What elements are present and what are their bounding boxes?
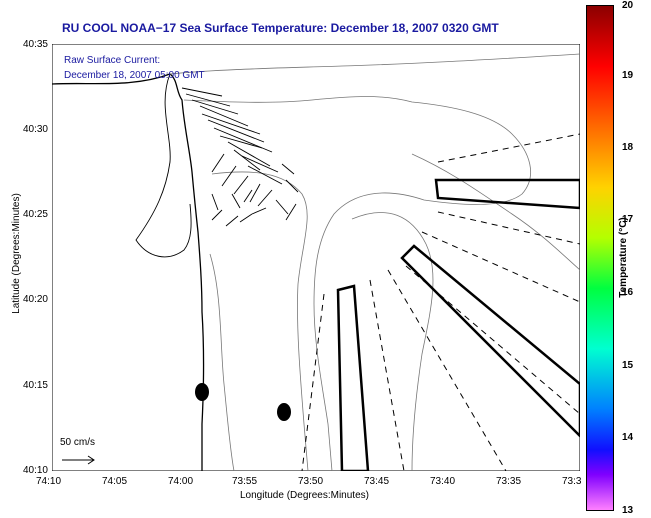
x-tick: 74:05 [102,476,128,487]
bathymetry-contour [169,53,580,75]
x-tick: 74:00 [168,476,194,487]
colorbar-tick: 18 [622,142,634,153]
x-tick: 73:35 [496,476,522,487]
x-tick: 74:10 [36,476,62,487]
bathymetry-contour [183,96,531,471]
station-marker [277,403,291,421]
bay-shoreline [135,73,192,258]
y-tick: 40:15 [22,380,48,391]
y-tick: 40:20 [22,294,48,305]
current-time: December 18, 2007 05:00 GMT [64,70,205,81]
colorbar-tick: 19 [622,70,634,81]
temperature-colorbar [586,5,614,511]
colorbar-title: Temperature (°C) [617,217,629,298]
map-title: RU COOL NOAA−17 Sea Surface Temperature:… [62,21,499,35]
y-tick: 40:25 [22,209,48,220]
scale-label: 50 cm/s [60,437,96,448]
colorbar-tick: 17 [622,214,634,225]
station-marker [195,383,209,401]
scale-arrow [62,455,95,465]
x-axis-title: Longitude (Degrees:Minutes) [240,490,369,501]
colorbar-tick: 14 [622,432,634,443]
current-label: Raw Surface Current: [64,55,161,66]
outlined-polygons [336,178,580,471]
y-tick: 40:10 [22,465,48,476]
y-axis-title: Latitude (Degrees:Minutes) [10,193,22,314]
colorbar-tick: 16 [622,287,634,298]
bathymetry-contour [411,153,580,271]
bathymetry-contour [211,171,309,471]
y-tick: 40:30 [22,124,48,135]
current-vectors [181,87,299,227]
colorbar-tick: 15 [622,360,634,371]
coastline [52,73,205,471]
colorbar-tick: 13 [622,505,634,516]
x-tick: 73:45 [364,476,390,487]
x-tick: 73:50 [298,476,324,487]
bathymetry-contour [351,212,434,471]
x-tick: 73:3 [562,476,582,487]
colorbar-tick: 20 [622,0,634,11]
dashed-lines [301,133,580,471]
x-tick: 73:40 [430,476,456,487]
sst-map [52,44,580,471]
y-tick: 40:35 [22,39,48,50]
x-tick: 73:55 [232,476,258,487]
bathymetry-contour [209,253,235,471]
